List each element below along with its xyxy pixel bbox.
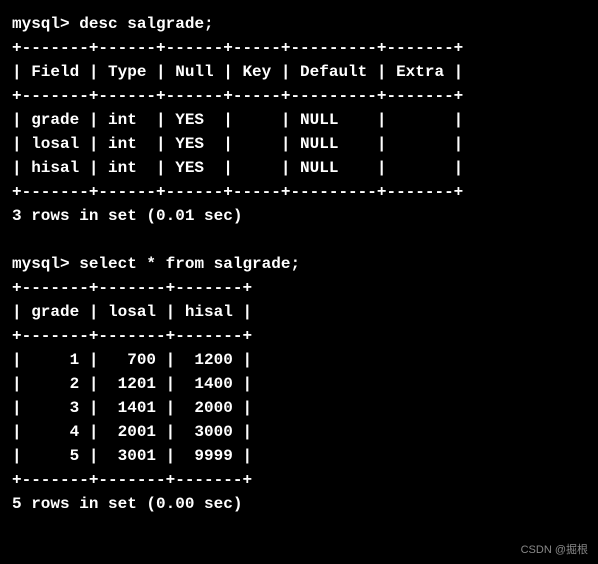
mysql-prompt: mysql> [12,15,79,33]
desc-table-row: | grade | int | YES | | NULL | | [12,108,586,132]
desc-table-header: | Field | Type | Null | Key | Default | … [12,60,586,84]
csdn-watermark: CSDN @掘根 [521,542,588,559]
select-command-text: select * from salgrade; [79,255,300,273]
select-command-line: mysql> select * from salgrade; [12,252,586,276]
desc-table-row: | losal | int | YES | | NULL | | [12,132,586,156]
desc-table-border-top: +-------+------+------+-----+---------+-… [12,36,586,60]
select-table-row: | 2 | 1201 | 1400 | [12,372,586,396]
select-table-border-mid: +-------+-------+-------+ [12,324,586,348]
mysql-prompt: mysql> [12,255,79,273]
select-table-row: | 4 | 2001 | 3000 | [12,420,586,444]
select-table-border-top: +-------+-------+-------+ [12,276,586,300]
desc-table-border-bottom: +-------+------+------+-----+---------+-… [12,180,586,204]
select-table-row: | 5 | 3001 | 9999 | [12,444,586,468]
desc-table-border-mid: +-------+------+------+-----+---------+-… [12,84,586,108]
desc-result-summary: 3 rows in set (0.01 sec) [12,204,586,228]
select-table-row: | 3 | 1401 | 2000 | [12,396,586,420]
desc-table-row: | hisal | int | YES | | NULL | | [12,156,586,180]
blank-line [12,228,586,252]
select-result-summary: 5 rows in set (0.00 sec) [12,492,586,516]
desc-command-line: mysql> desc salgrade; [12,12,586,36]
select-table-header: | grade | losal | hisal | [12,300,586,324]
desc-command-text: desc salgrade; [79,15,213,33]
select-table-row: | 1 | 700 | 1200 | [12,348,586,372]
select-table-border-bottom: +-------+-------+-------+ [12,468,586,492]
